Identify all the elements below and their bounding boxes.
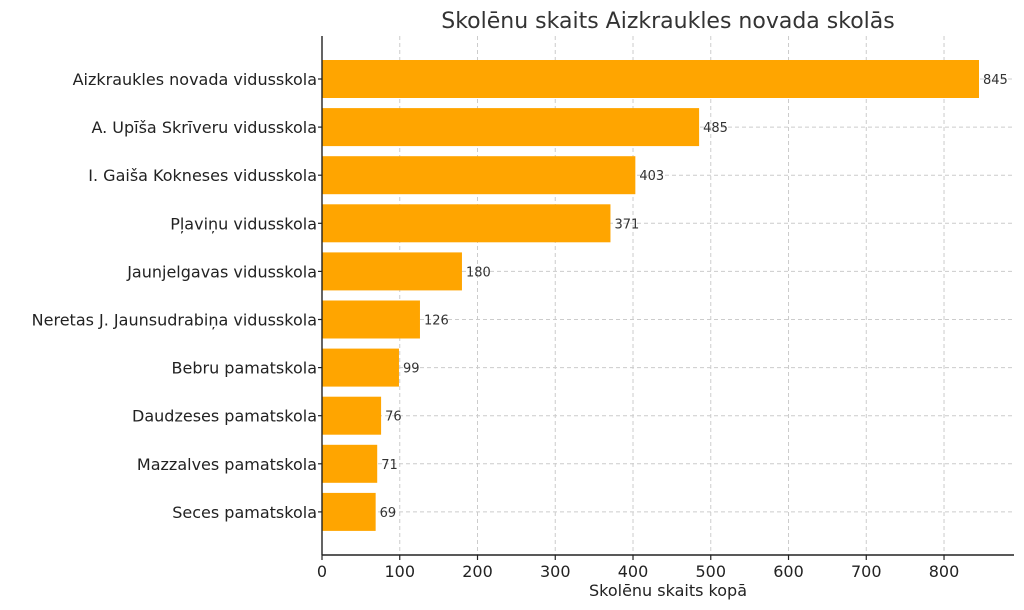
value-label-1: 485 [703,121,728,136]
value-label-2: 403 [639,169,664,184]
x-tick-label-6: 600 [773,562,804,581]
bar-9 [322,492,376,531]
value-label-3: 371 [614,217,639,232]
bar-3 [322,204,611,243]
category-label-9: Seces pamatskola [172,503,317,522]
bar-8 [322,444,378,483]
x-tick-label-2: 200 [462,562,493,581]
category-label-4: Jaunjelgavas vidusskola [126,262,317,281]
category-label-2: I. Gaiša Kokneses vidusskola [88,166,317,185]
bar-2 [322,156,636,195]
bar-0 [322,60,980,98]
value-label-9: 69 [380,506,397,521]
x-tick-label-4: 400 [618,562,649,581]
category-label-1: A. Upīša Skrīveru vidusskola [91,118,317,137]
x-tick-label-7: 700 [851,562,882,581]
axes-layer: Aizkraukles novada vidusskola A. Upīša Sk… [32,36,1014,581]
x-tick-label-8: 800 [929,562,960,581]
bars-layer: 845 485 403 371 180 126 99 76 71 69 [322,60,1008,531]
category-label-8: Mazzalves pamatskola [137,455,317,474]
bar-4 [322,252,462,291]
category-label-3: Pļaviņu vidusskola [170,214,317,233]
value-label-4: 180 [466,265,491,280]
value-label-8: 71 [381,458,398,473]
x-tick-label-5: 500 [695,562,726,581]
x-axis-label: Skolēnu skaits kopā [589,581,747,600]
chart-title: Skolēnu skaits Aizkraukles novada skolās [441,9,894,34]
bar-7 [322,396,382,435]
category-label-5: Neretas J. Jaunsudrabiņa vidusskola [32,311,317,330]
value-label-7: 76 [385,410,402,425]
value-label-0: 845 [983,73,1008,88]
x-tick-label-1: 100 [384,562,415,581]
x-tick-label-3: 300 [540,562,571,581]
bar-1 [322,108,700,147]
category-label-7: Daudzeses pamatskola [132,407,317,426]
bar-6 [322,348,399,387]
category-label-6: Bebru pamatskola [172,359,317,378]
category-label-0: Aizkraukles novada vidusskola [73,70,317,89]
value-label-5: 126 [424,314,449,329]
value-label-6: 99 [403,362,420,377]
x-tick-label-0: 0 [317,562,327,581]
bar-5 [322,300,420,339]
